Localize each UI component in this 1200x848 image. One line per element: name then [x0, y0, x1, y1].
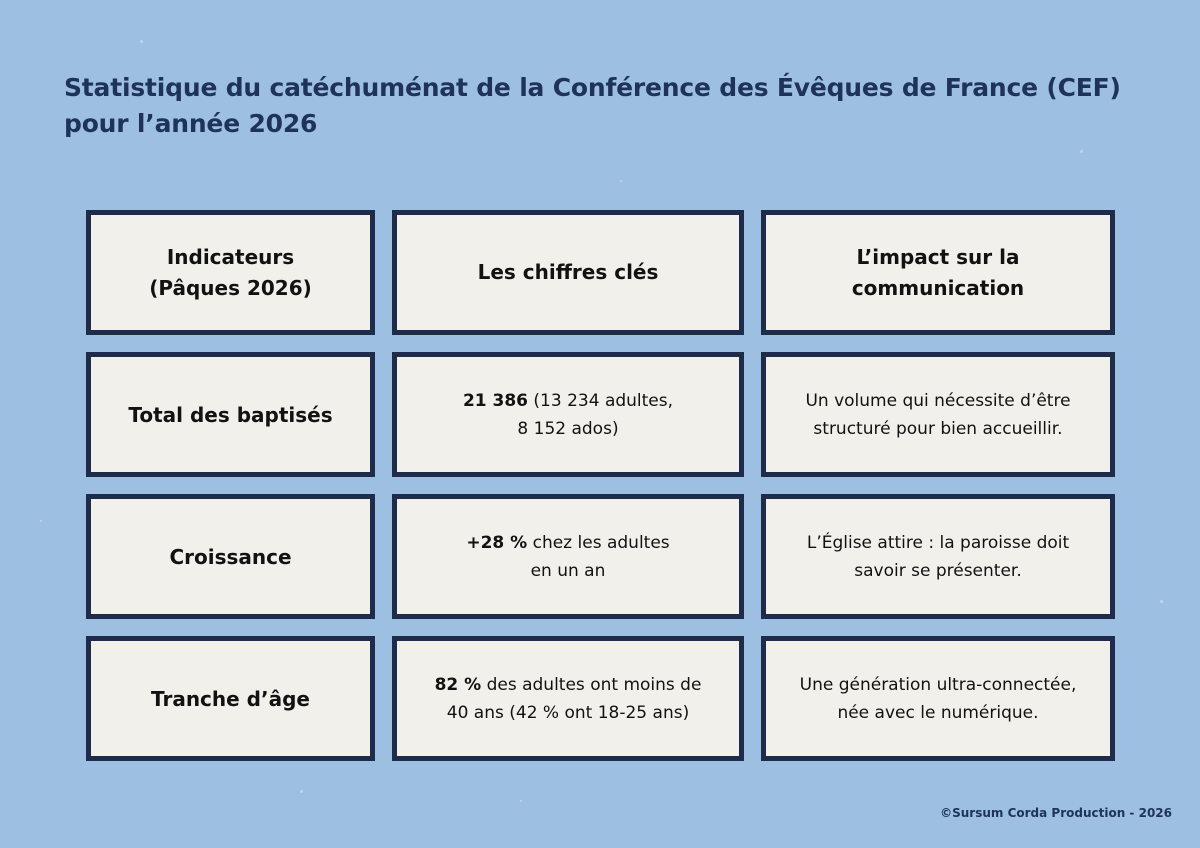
figure-highlight: 21 386: [462, 390, 529, 411]
header-key-figures: Les chiffres clés: [392, 210, 744, 335]
background-speck: [620, 180, 622, 182]
background-speck: [300, 790, 303, 793]
figure-line-2: en un an: [530, 560, 606, 581]
indicator-label: Croissance: [169, 544, 292, 569]
page-title: Statistique du catéchuménat de la Confér…: [64, 70, 1154, 142]
impact-line-1: Un volume qui nécessite d’être: [805, 390, 1071, 411]
impact-line-1: Une génération ultra-connectée,: [799, 674, 1077, 695]
statistics-table: Indicateurs (Pâques 2026) Les chiffres c…: [86, 210, 1115, 761]
row-figure-growth: +28 % chez les adultes en un an: [392, 494, 744, 619]
impact-line-1: L’Église attire : la paroisse doit: [806, 532, 1070, 553]
impact-line-2: structuré pour bien accueillir.: [813, 418, 1063, 439]
header-indicators: Indicateurs (Pâques 2026): [86, 210, 375, 335]
background-speck: [140, 40, 143, 43]
row-figure-age-range: 82 % des adultes ont moins de 40 ans (42…: [392, 636, 744, 761]
page-title-line-2: pour l’année 2026: [64, 109, 318, 138]
figure-line-2: 40 ans (42 % ont 18-25 ans): [446, 702, 690, 723]
row-figure-total-baptized: 21 386 (13 234 adultes, 8 152 ados): [392, 352, 744, 477]
indicator-label: Total des baptisés: [128, 402, 333, 427]
impact-line-2: née avec le numérique.: [837, 702, 1039, 723]
figure-text: des adultes ont moins de: [481, 674, 702, 695]
impact-line-2: savoir se présenter.: [854, 560, 1022, 581]
header-indicators-line-1: Indicateurs: [166, 244, 295, 269]
background-speck: [1080, 150, 1083, 153]
background-speck: [40, 520, 42, 522]
row-impact-growth: L’Église attire : la paroisse doit savoi…: [761, 494, 1115, 619]
figure-line-1: 82 % des adultes ont moins de: [435, 671, 702, 699]
indicator-label: Tranche d’âge: [151, 686, 310, 711]
copyright-credit: ©Sursum Corda Production - 2026: [940, 806, 1172, 820]
figure-highlight: +28 %: [466, 532, 528, 553]
row-indicator-total-baptized: Total des baptisés: [86, 352, 375, 477]
figure-line-1: 21 386 (13 234 adultes,: [463, 387, 673, 415]
row-impact-total-baptized: Un volume qui nécessite d’être structuré…: [761, 352, 1115, 477]
row-indicator-growth: Croissance: [86, 494, 375, 619]
figure-text: chez les adultes: [527, 532, 670, 553]
row-indicator-age-range: Tranche d’âge: [86, 636, 375, 761]
background-speck: [1160, 600, 1163, 603]
header-communication-impact: L’impact sur la communication: [761, 210, 1115, 335]
figure-line-1: +28 % chez les adultes: [466, 529, 669, 557]
header-indicators-line-2: (Pâques 2026): [149, 275, 312, 300]
header-impact-line-1: L’impact sur la: [856, 244, 1020, 269]
header-impact-line-2: communication: [851, 275, 1025, 300]
figure-line-2: 8 152 ados): [517, 418, 619, 439]
figure-text: (13 234 adultes,: [528, 390, 674, 411]
row-impact-age-range: Une génération ultra-connectée, née avec…: [761, 636, 1115, 761]
background-speck: [520, 800, 522, 802]
header-key-figures-line-1: Les chiffres clés: [477, 260, 659, 284]
page-title-line-1: Statistique du catéchuménat de la Confér…: [64, 73, 1121, 102]
figure-highlight: 82 %: [434, 674, 482, 695]
